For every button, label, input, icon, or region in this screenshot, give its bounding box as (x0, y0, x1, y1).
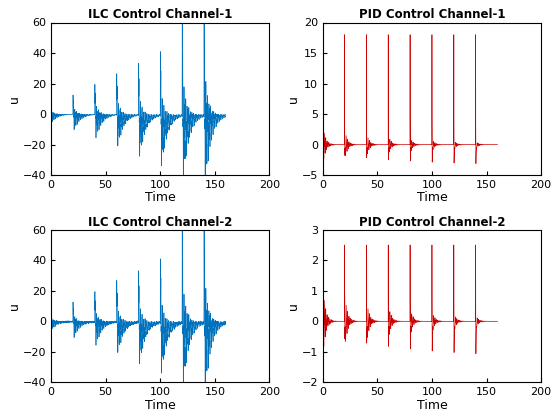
Title: PID Control Channel-2: PID Control Channel-2 (358, 215, 505, 228)
Title: ILC Control Channel-1: ILC Control Channel-1 (88, 8, 232, 21)
Title: ILC Control Channel-2: ILC Control Channel-2 (88, 215, 232, 228)
X-axis label: Time: Time (145, 399, 176, 412)
Y-axis label: u: u (287, 302, 300, 310)
Y-axis label: u: u (8, 302, 21, 310)
Y-axis label: u: u (287, 95, 300, 103)
Y-axis label: u: u (8, 95, 21, 103)
Title: PID Control Channel-1: PID Control Channel-1 (358, 8, 505, 21)
X-axis label: Time: Time (417, 192, 447, 205)
X-axis label: Time: Time (145, 192, 176, 205)
X-axis label: Time: Time (417, 399, 447, 412)
